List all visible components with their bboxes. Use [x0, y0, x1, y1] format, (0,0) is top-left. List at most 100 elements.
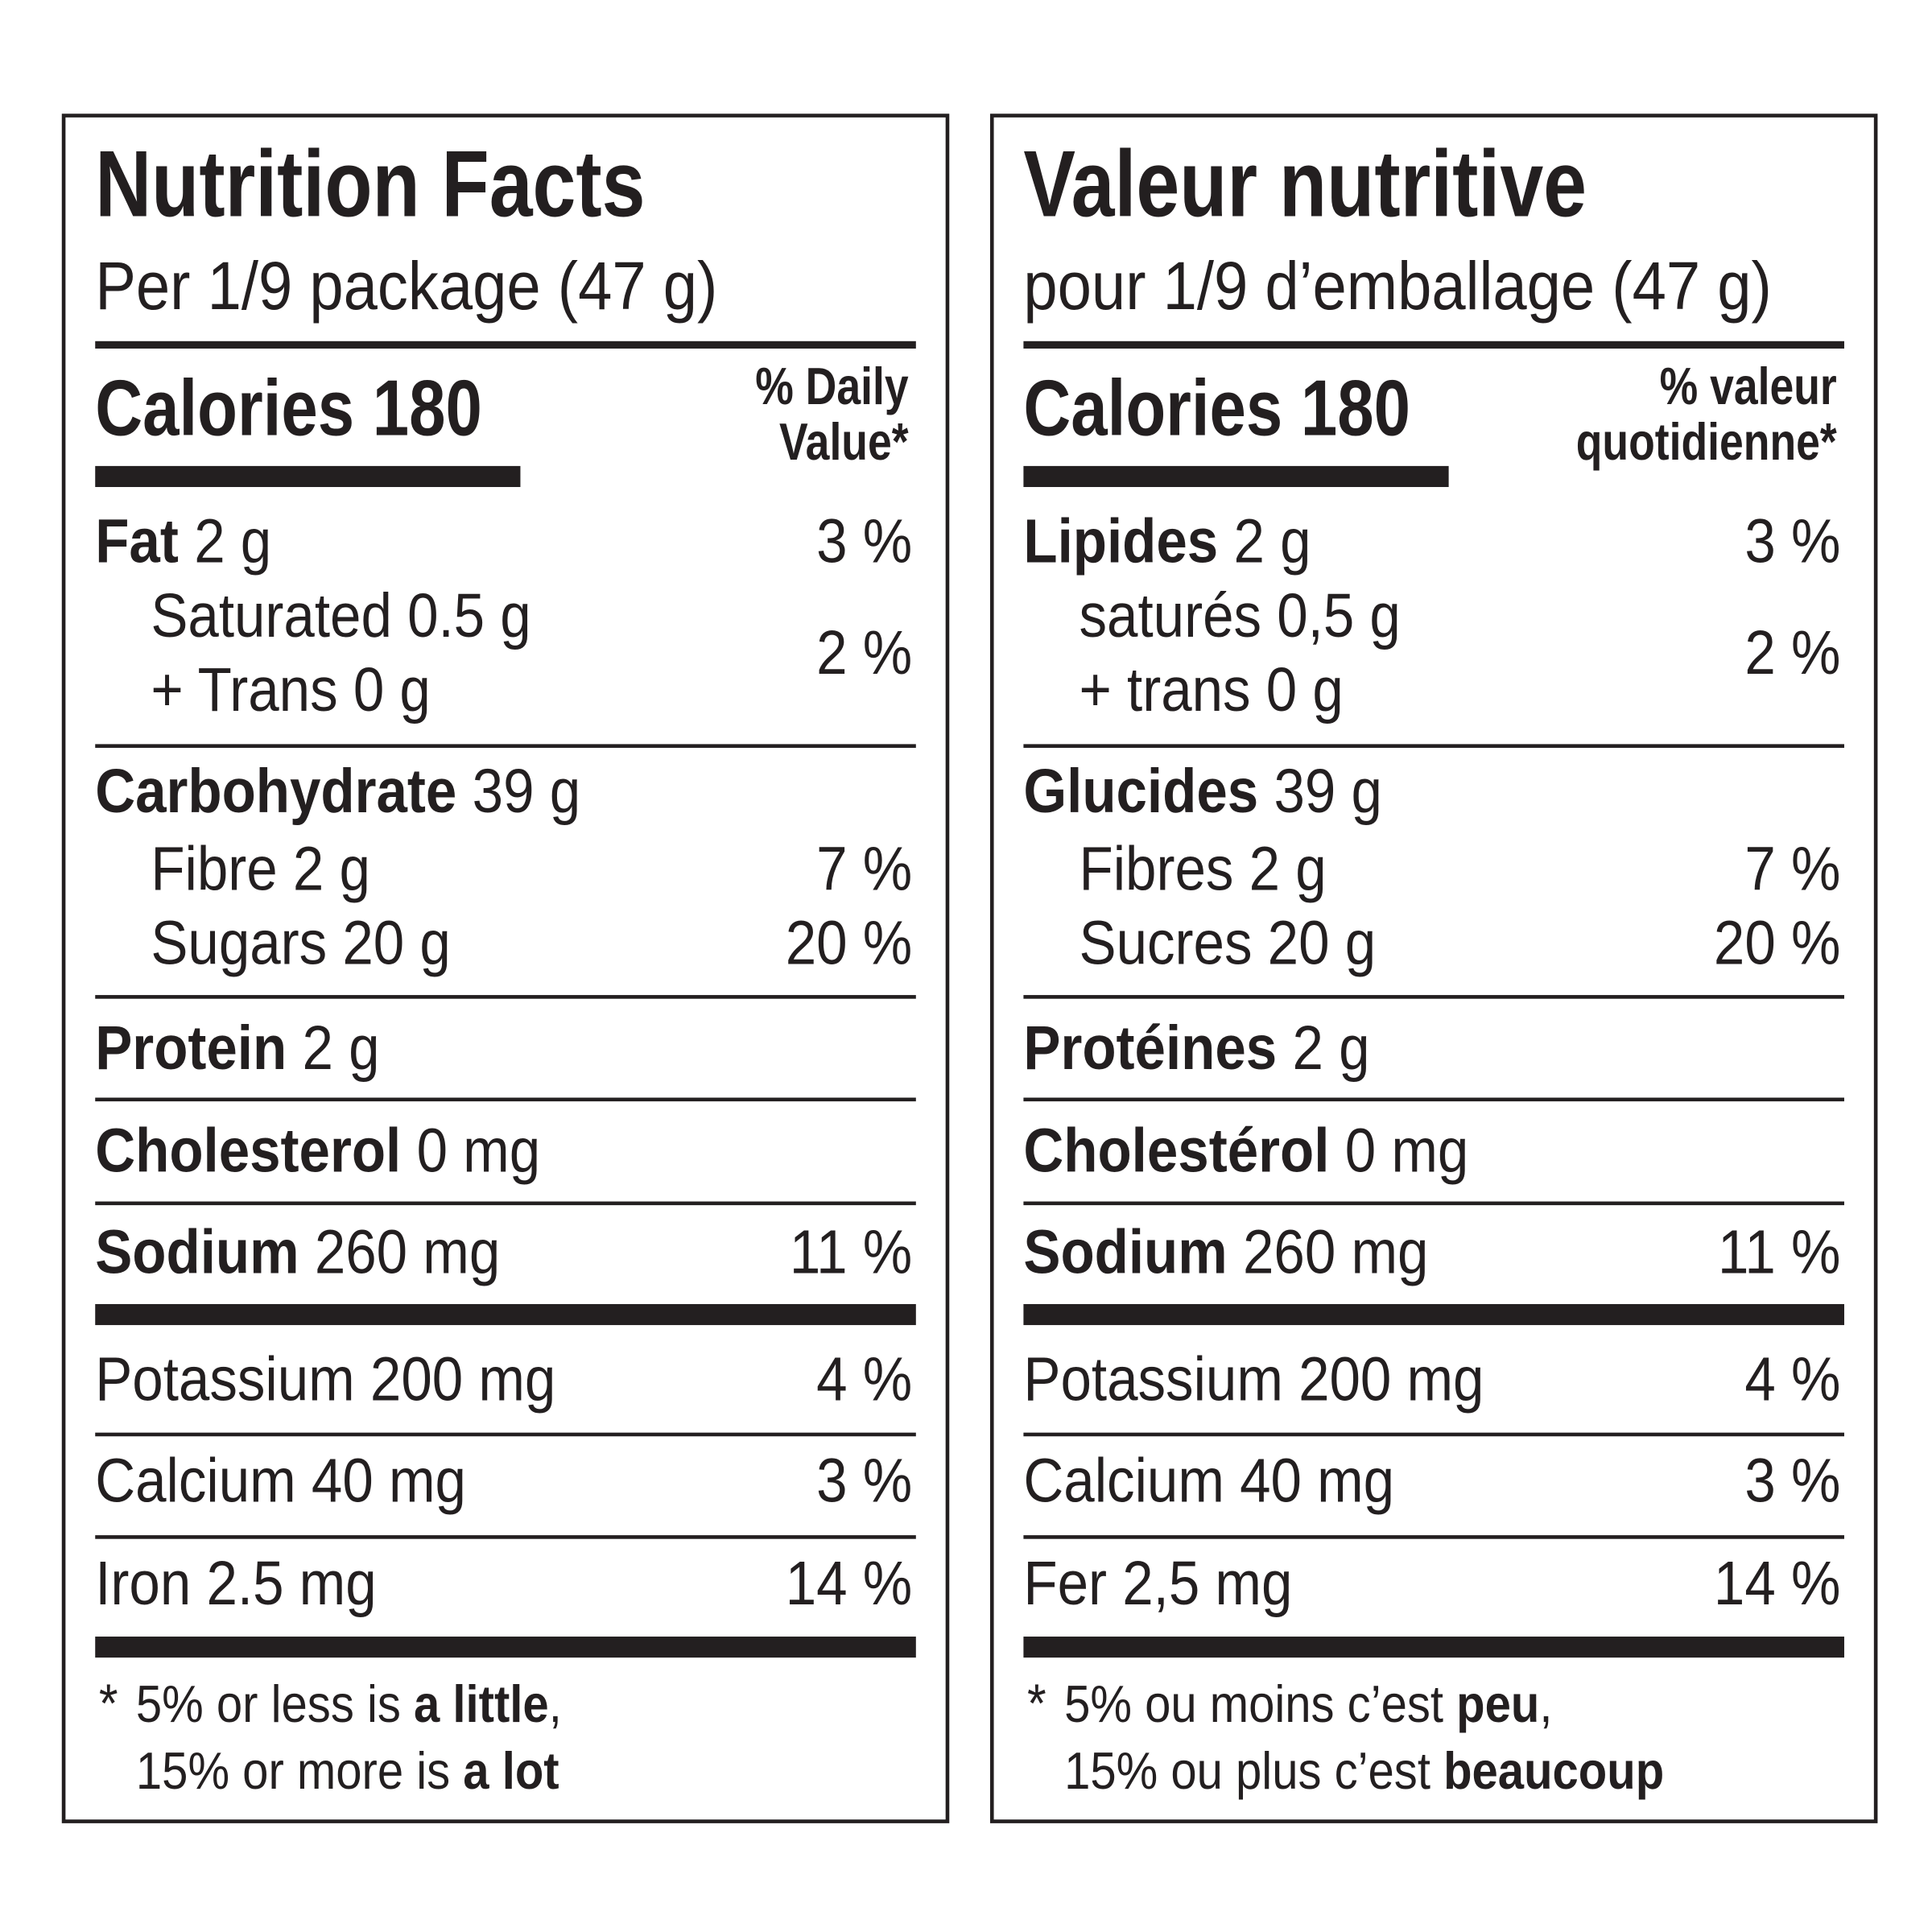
calories-bar	[1023, 465, 1449, 487]
panel-border	[989, 114, 1878, 1823]
footnote-part: ,	[549, 1675, 562, 1734]
nutrient-amount: 0 mg	[1345, 1117, 1469, 1185]
nutrient-row: Fer 2,5 mg	[1023, 1550, 1292, 1618]
nutrient-row-group: Sugars 20 g	[151, 909, 451, 977]
nutrient-row-group: Potassium 200 mg	[95, 1345, 555, 1414]
nutrient-row-group: Sucres 20 g	[1079, 909, 1376, 977]
daily-value-group: 3 %	[816, 1447, 912, 1515]
nutrient-row-group: Potassium 200 mg	[1023, 1345, 1484, 1414]
footnote-part: 5% ou moins c’est	[1064, 1675, 1456, 1734]
nutrient-amount: Sucres 20 g	[1079, 909, 1376, 977]
footnote-line-group: 5% ou moins c’est peu,	[1064, 1675, 1552, 1734]
footnote-mark: *	[99, 1673, 118, 1734]
nutrient-amount: 2 g	[194, 507, 271, 576]
rule-thick	[95, 1637, 916, 1658]
nutrient-row-group: Sodium 260 mg	[1023, 1218, 1428, 1286]
daily-value: 2 %	[1744, 619, 1840, 687]
nutrient-row: Fibre 2 g	[151, 835, 370, 903]
footnote-part: a lot	[463, 1742, 559, 1801]
daily-value-group: 14 %	[786, 1550, 912, 1618]
footnote-line: 15% ou plus c’est beaucoup	[1064, 1742, 1664, 1801]
nutrient-line: saturés 0,5 g	[1079, 581, 1400, 650]
nutrient-row-group: Glucides 39 g	[1023, 758, 1382, 826]
daily-value-group: 4 %	[816, 1345, 912, 1414]
footnote-mark-group: *	[99, 1673, 118, 1734]
nutrient-amount: Iron 2.5 mg	[95, 1550, 376, 1618]
calories: Calories 180	[1023, 364, 1410, 452]
dv-header-group: % Daily	[755, 357, 908, 415]
nutrient-row: Sodium 260 mg	[95, 1218, 500, 1286]
nutrient-amount: Calcium 40 mg	[95, 1447, 466, 1515]
nutrient-line-group: + Trans 0 g	[151, 656, 431, 724]
nutrient-row-group: Protéines 2 g	[1023, 1014, 1369, 1083]
nutrient-line-group: + trans 0 g	[1079, 656, 1343, 724]
daily-value-group: 2 %	[1744, 619, 1840, 687]
calories-bar	[95, 465, 521, 487]
calories: Calories 180	[95, 364, 482, 452]
rule-thin	[1023, 744, 1844, 748]
nutrient-name: Protéines	[1023, 1014, 1277, 1083]
rule-thin	[1023, 1097, 1844, 1102]
daily-value: 11 %	[1718, 1218, 1840, 1286]
nutrient-amount: 2 g	[303, 1014, 380, 1083]
panel-title-group: Nutrition Facts	[95, 131, 645, 237]
rule-thin	[95, 1201, 916, 1206]
nutrient-amount: 39 g	[1274, 758, 1382, 826]
rule-thin	[1023, 1201, 1844, 1206]
nutrient-row: Calcium 40 mg	[1023, 1447, 1394, 1515]
daily-value-group: 3 %	[1744, 507, 1840, 576]
daily-value-group: 11 %	[1718, 1218, 1840, 1286]
rule-thin	[95, 995, 916, 999]
footnote-part: beaucoup	[1443, 1742, 1664, 1801]
footnote-part: 5% or less is	[136, 1675, 414, 1734]
nutrient-name: Cholestérol	[1023, 1117, 1329, 1185]
nutrient-amount: 0 mg	[417, 1117, 541, 1185]
daily-value-group: 20 %	[786, 909, 912, 977]
daily-value: 3 %	[1744, 1447, 1840, 1515]
rule-thick	[95, 341, 916, 349]
nutrient-row-group: Iron 2.5 mg	[95, 1550, 376, 1618]
nutrient-amount: 260 mg	[1243, 1218, 1428, 1286]
rule-thin	[1023, 1535, 1844, 1539]
dv-header: % valeur	[1660, 357, 1837, 415]
daily-value-group: 3 %	[1744, 1447, 1840, 1515]
dv-header-group: Value*	[779, 412, 909, 471]
nutrient-row: Cholesterol 0 mg	[95, 1117, 540, 1185]
nutrient-line: + trans 0 g	[1079, 656, 1343, 724]
footnote-part: 15% ou plus c’est	[1064, 1742, 1443, 1801]
nutrient-row: Sodium 260 mg	[1023, 1218, 1428, 1286]
rule-thin	[1023, 1432, 1844, 1437]
daily-value: 7 %	[816, 835, 912, 903]
nutrient-amount: 2 g	[1234, 507, 1311, 576]
nutrient-amount: 39 g	[473, 758, 580, 826]
nutrient-amount: 2 g	[1293, 1014, 1370, 1083]
daily-value-group: 14 %	[1714, 1550, 1840, 1618]
calories-group: Calories 180	[1023, 364, 1410, 452]
nutrient-amount: 260 mg	[315, 1218, 500, 1286]
serving-size: pour 1/9 d’emballage (47 g)	[1023, 248, 1771, 324]
daily-value: 4 %	[816, 1345, 912, 1414]
footnote-part: peu	[1456, 1675, 1539, 1734]
nutrient-line-group: saturés 0,5 g	[1079, 581, 1400, 650]
rule-thin	[1023, 995, 1844, 999]
daily-value: 4 %	[1744, 1345, 1840, 1414]
footnote-part: a little	[414, 1675, 549, 1734]
rule-thick	[95, 1303, 916, 1326]
nutrient-name: Sodium	[95, 1218, 299, 1286]
nutrient-row: Calcium 40 mg	[95, 1447, 466, 1515]
footnote-line: 5% or less is a little,	[136, 1675, 562, 1734]
nutrient-row-group: Calcium 40 mg	[1023, 1447, 1394, 1515]
nutrient-amount: Potassium 200 mg	[95, 1345, 555, 1414]
panel-title: Nutrition Facts	[95, 131, 645, 237]
rule-thin	[95, 1432, 916, 1437]
dv-header: quotidienne*	[1576, 412, 1837, 471]
footnote-mark: *	[1027, 1673, 1046, 1734]
panel-border	[61, 114, 950, 1823]
nutrient-row-group: Fibre 2 g	[151, 835, 370, 903]
daily-value-group: 2 %	[816, 619, 912, 687]
nutrient-amount: Calcium 40 mg	[1023, 1447, 1394, 1515]
daily-value-group: 11 %	[790, 1218, 912, 1286]
nutrient-line: Saturated 0.5 g	[151, 581, 530, 650]
nutrient-row: Potassium 200 mg	[1023, 1345, 1484, 1414]
